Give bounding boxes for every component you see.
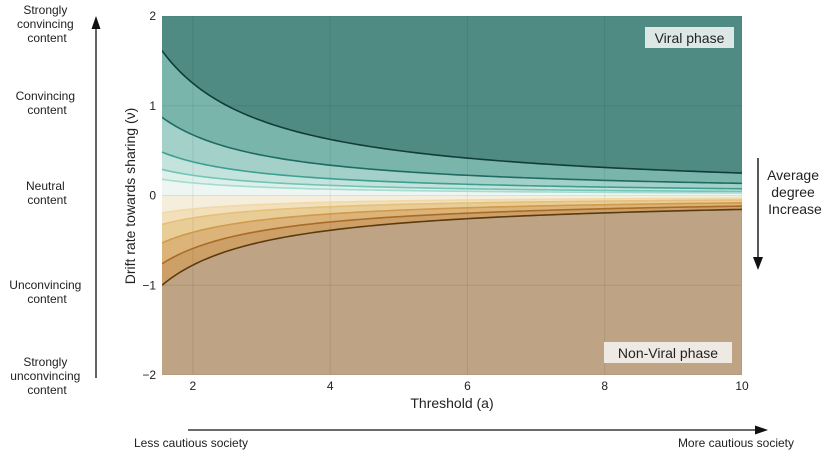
x-tick-6: 6 <box>464 379 471 393</box>
curve-upper-4 <box>162 168 742 193</box>
lower-band-3 <box>162 199 742 243</box>
left-label-neutral: Neutral content <box>26 179 68 207</box>
right-annotation-text: Average degree Increase <box>767 167 823 217</box>
viral-phase-label: Viral phase <box>645 27 734 48</box>
x-tick-4: 4 <box>327 379 334 393</box>
right-annotation: Average degree Increase <box>753 158 823 270</box>
less-cautious-label: Less cautious society <box>134 436 248 450</box>
lower-band-2 <box>162 198 742 225</box>
curve-upper-3 <box>162 151 742 190</box>
curve-lower-1 <box>162 208 742 286</box>
x-axis-ticks: 2 4 6 8 10 <box>190 379 749 393</box>
y-tick-2: 2 <box>149 9 156 23</box>
curve-upper-5 <box>162 178 742 194</box>
curve-lower-3 <box>162 202 742 244</box>
nonviral-phase-label: Non-Viral phase <box>604 342 732 363</box>
upper-band-5 <box>162 179 742 196</box>
curve-lower-5 <box>162 197 742 214</box>
nonviral-phase-text: Non-Viral phase <box>618 345 718 361</box>
curves-group <box>162 50 742 286</box>
y-axis-ticks: −2 −1 0 1 2 <box>142 9 156 382</box>
lower-band-4 <box>162 202 742 264</box>
left-label-strongly-unconvincing: Strongly unconvincing content <box>10 355 83 397</box>
upper-band-4 <box>162 169 742 193</box>
curve-lower-4 <box>162 199 742 226</box>
x-axis-label: Threshold (a) <box>410 395 493 411</box>
left-label-strongly-convincing: Strongly convincing content <box>17 3 77 45</box>
lower-band-5 <box>162 206 742 286</box>
lower-band-1 <box>162 195 742 213</box>
y-tick--1: −1 <box>142 278 156 292</box>
upper-band-2 <box>162 117 742 189</box>
curve-lower-2 <box>162 205 742 265</box>
left-up-arrow <box>91 16 101 378</box>
bands-group <box>162 50 742 286</box>
left-axis-labels: Strongly convincing content Convincing c… <box>9 3 84 397</box>
down-arrow-head <box>753 257 763 270</box>
upper-band-3 <box>162 152 742 192</box>
left-label-convincing: Convincing content <box>16 89 79 117</box>
curve-upper-1 <box>162 50 742 174</box>
y-axis-label: Drift rate towards sharing (ν) <box>122 108 138 285</box>
upper-band-1 <box>162 50 742 184</box>
x-tick-2: 2 <box>190 379 197 393</box>
more-cautious-label: More cautious society <box>678 436 794 450</box>
x-tick-8: 8 <box>601 379 608 393</box>
gridlines-group <box>162 16 742 375</box>
bottom-right-arrow <box>188 425 768 435</box>
left-label-unconvincing: Unconvincing content <box>9 278 84 306</box>
y-tick-1: 1 <box>149 99 156 113</box>
y-tick-0: 0 <box>149 189 156 203</box>
plot-area <box>162 16 742 375</box>
viral-phase-text: Viral phase <box>655 30 725 46</box>
curve-upper-2 <box>162 116 742 185</box>
y-tick--2: −2 <box>142 368 156 382</box>
x-tick-10: 10 <box>735 379 749 393</box>
